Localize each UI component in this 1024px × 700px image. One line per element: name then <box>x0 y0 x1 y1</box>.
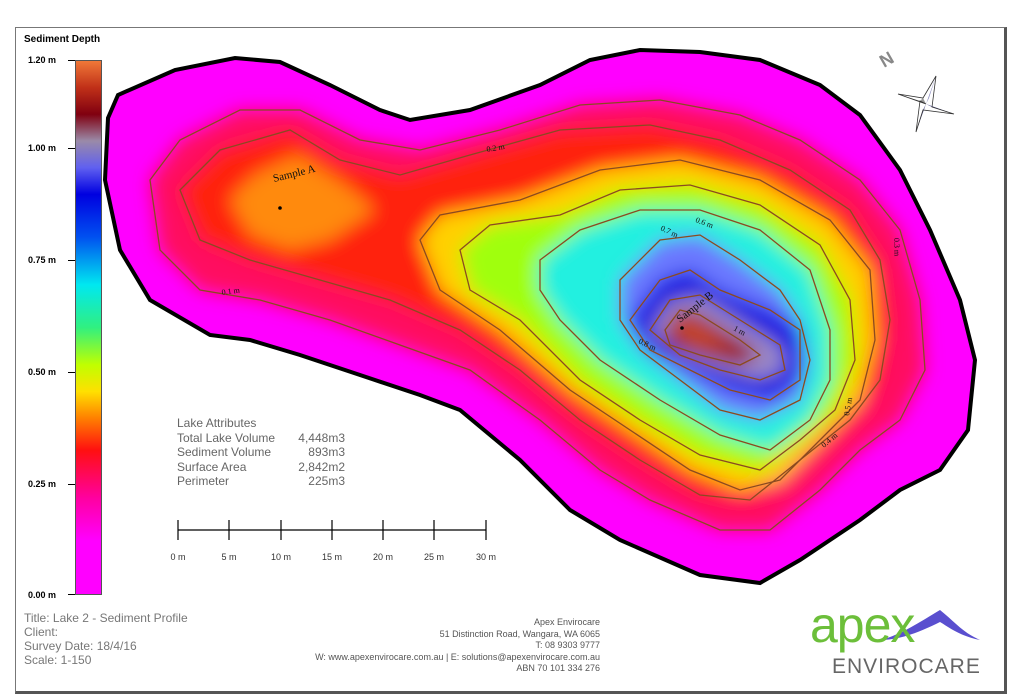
attribute-row: Total Lake Volume 4,448m3 <box>177 430 345 445</box>
company-name: Apex Envirocare <box>533 617 600 627</box>
abn: ABN 70 101 334 276 <box>516 663 600 673</box>
logo-apex: apex <box>810 597 915 653</box>
contour-label: 0.5 m <box>842 396 854 416</box>
logo-envirocare: ENVIROCARE <box>832 655 981 678</box>
sample-a-point <box>278 206 282 210</box>
map-scale: Scale: 1-150 <box>24 653 92 667</box>
scale-label: 10 m <box>270 552 292 562</box>
map-title: Title: Lake 2 - Sediment Profile <box>24 611 188 625</box>
title-block: Title: Lake 2 - Sediment Profile Client:… <box>24 611 188 667</box>
contour-label: 0.3 m <box>892 238 902 257</box>
survey-date: Survey Date: 18/4/16 <box>24 639 137 653</box>
scale-label: 5 m <box>221 552 237 562</box>
web-email: W: www.apexenvirocare.com.au | E: soluti… <box>315 651 600 662</box>
north-arrow-icon: N <box>876 48 955 133</box>
scale-bar <box>177 520 487 540</box>
scale-label: 25 m <box>423 552 445 562</box>
scale-label: 20 m <box>372 552 394 562</box>
scale-label: 0 m <box>170 552 186 562</box>
contour-lines <box>149 99 926 531</box>
map-frame <box>15 27 1007 694</box>
attributes-title: Lake Attributes <box>177 416 257 430</box>
contour-label: 0.1 m <box>221 285 241 297</box>
contact-block: Apex Envirocare 51 Distinction Road, Wan… <box>315 617 600 675</box>
legend-tick: 1.00 m <box>28 143 57 153</box>
legend-tick: 1.20 m <box>28 55 57 65</box>
depth-fill <box>150 100 925 530</box>
attribute-row: Sediment Volume 893m3 <box>177 445 345 459</box>
north-label: N <box>876 48 897 72</box>
client: Client: <box>24 625 59 639</box>
phone: T: 08 9303 9777 <box>535 640 600 650</box>
contour-label: 0.2 m <box>486 142 506 154</box>
attribute-row: Surface Area 2,842m2 <box>177 459 345 474</box>
scale-label: 30 m <box>475 552 497 562</box>
sample-b-point <box>680 326 684 330</box>
legend-tick: 0.50 m <box>28 367 57 377</box>
depth-color-ramp <box>75 60 102 595</box>
legend-tick: 0.25 m <box>28 479 57 489</box>
logo-mountain-icon <box>880 610 980 640</box>
legend-tick: 0.00 m <box>28 590 57 600</box>
legend-title: Sediment Depth <box>24 34 101 45</box>
lake-attributes: Lake Attributes Total Lake Volume 4,448m3… <box>177 416 345 489</box>
attribute-row: Perimeter 225m3 <box>177 474 345 488</box>
scale-label: 15 m <box>321 552 343 562</box>
address: 51 Distinction Road, Wangara, WA 6065 <box>439 628 600 639</box>
legend-tick: 0.75 m <box>28 255 57 265</box>
